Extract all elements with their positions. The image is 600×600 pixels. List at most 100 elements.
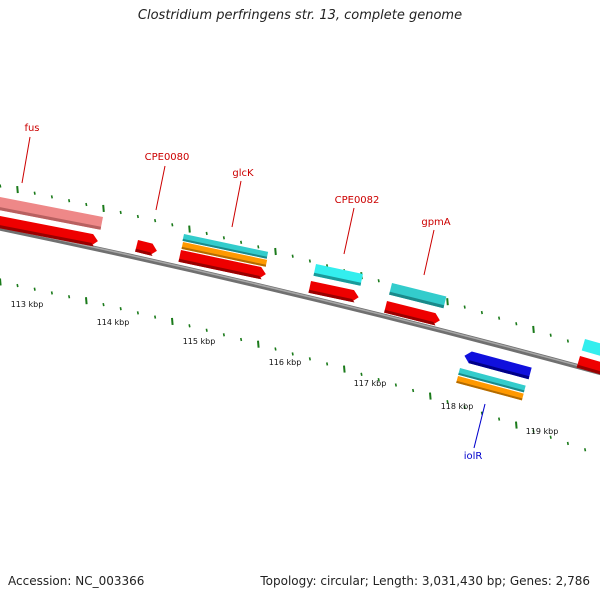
major-tick — [343, 365, 346, 373]
feature-glck-cyan[interactable] — [182, 234, 269, 259]
leader-gpma — [423, 229, 435, 276]
minor-tick — [308, 357, 311, 361]
feature-edge-cyan[interactable] — [581, 339, 600, 359]
minor-tick — [222, 333, 225, 337]
upper-tick-ring — [0, 184, 587, 349]
minor-tick — [50, 291, 53, 295]
feature-fus-red[interactable] — [0, 215, 99, 247]
minor-tick — [566, 441, 569, 446]
minor-tick — [377, 377, 380, 382]
feature-glck-orange[interactable] — [181, 242, 268, 267]
accession-text: Accession: NC_003366 — [8, 574, 145, 588]
minor-tick — [360, 372, 363, 376]
feature-iolr-cyan[interactable] — [458, 368, 526, 393]
minor-tick — [291, 254, 294, 258]
leader-iolr — [473, 403, 486, 449]
minor-tick — [463, 405, 466, 410]
minor-tick — [240, 337, 243, 342]
leader-cpe0080 — [155, 165, 166, 211]
feature-cpe0080-red[interactable] — [135, 240, 158, 257]
scale-label: 118 kbp — [441, 402, 474, 411]
minor-tick — [515, 322, 518, 326]
minor-tick — [377, 279, 380, 283]
scale-label: 117 kbp — [354, 379, 387, 388]
genome-stats-text: Topology: circular; Length: 3,031,430 bp… — [260, 574, 590, 588]
minor-tick — [308, 259, 311, 263]
minor-tick — [171, 223, 174, 227]
minor-tick — [584, 448, 587, 452]
genome-backbone-highlight — [0, 226, 600, 373]
minor-tick — [412, 388, 415, 393]
minor-tick — [446, 400, 449, 404]
minor-tick — [498, 316, 501, 320]
major-tick — [102, 204, 105, 213]
minor-tick — [50, 195, 53, 199]
major-tick — [257, 340, 260, 348]
major-tick — [85, 297, 88, 305]
minor-tick — [205, 328, 208, 332]
gene-label-gpma: gpmA — [421, 217, 450, 228]
feature-iolr-orange[interactable] — [456, 376, 524, 401]
minor-tick — [85, 202, 88, 207]
gene-label-cpe0080: CPE0080 — [145, 152, 190, 163]
minor-tick — [188, 324, 191, 328]
minor-tick — [205, 231, 208, 236]
feature-gpma-cyan[interactable] — [389, 283, 447, 309]
major-tick — [171, 317, 174, 325]
minor-tick — [68, 295, 71, 299]
minor-tick — [291, 352, 294, 356]
major-tick — [274, 247, 277, 256]
minor-tick — [549, 435, 552, 439]
major-tick — [515, 421, 518, 429]
minor-tick — [136, 311, 139, 315]
minor-tick — [0, 184, 2, 188]
major-tick — [446, 298, 449, 306]
minor-tick — [240, 240, 243, 244]
feature-cpe0082-red[interactable] — [308, 281, 360, 303]
minor-tick — [480, 310, 483, 315]
minor-tick — [222, 236, 225, 240]
minor-tick — [33, 191, 36, 195]
minor-tick — [566, 339, 569, 343]
scale-label: 116 kbp — [269, 358, 302, 367]
scale-label: 114 kbp — [97, 318, 130, 327]
feature-cpe0082-cyan[interactable] — [313, 264, 363, 286]
minor-tick — [532, 429, 535, 433]
scale-label: 113 kbp — [11, 300, 44, 309]
minor-tick — [154, 315, 157, 319]
minor-tick — [326, 362, 329, 366]
lower-tick-ring — [0, 278, 587, 452]
leader-cpe0082 — [343, 207, 355, 255]
leader-fus — [21, 136, 31, 184]
feature-glck-red[interactable] — [178, 250, 268, 280]
major-tick — [0, 278, 2, 286]
minor-tick — [549, 333, 552, 337]
feature-gpma-red[interactable] — [384, 301, 441, 326]
gene-label-cpe0082: CPE0082 — [335, 195, 380, 206]
gene-label-iolr: iolR — [464, 451, 483, 462]
minor-tick — [274, 347, 277, 351]
major-tick — [188, 225, 191, 233]
feature-iolr-blue[interactable] — [463, 350, 532, 380]
feature-edge-red[interactable] — [576, 356, 600, 376]
major-tick — [532, 325, 535, 334]
major-tick — [16, 185, 19, 194]
minor-tick — [119, 307, 122, 311]
minor-tick — [136, 214, 139, 219]
gene-label-glck: glcK — [232, 168, 254, 179]
feature-fus-pink[interactable] — [0, 196, 103, 230]
minor-tick — [257, 245, 260, 249]
genome-backbone — [0, 225, 600, 376]
minor-tick — [119, 210, 122, 215]
minor-tick — [394, 383, 397, 387]
scale-label: 115 kbp — [183, 337, 216, 346]
leader-glck — [231, 180, 242, 228]
minor-tick — [498, 417, 501, 421]
minor-tick — [33, 287, 36, 291]
gene-label-fus: fus — [24, 123, 39, 134]
minor-tick — [154, 218, 157, 223]
minor-tick — [68, 199, 71, 203]
major-tick — [429, 392, 432, 400]
scale-label: 119 kbp — [526, 427, 559, 436]
